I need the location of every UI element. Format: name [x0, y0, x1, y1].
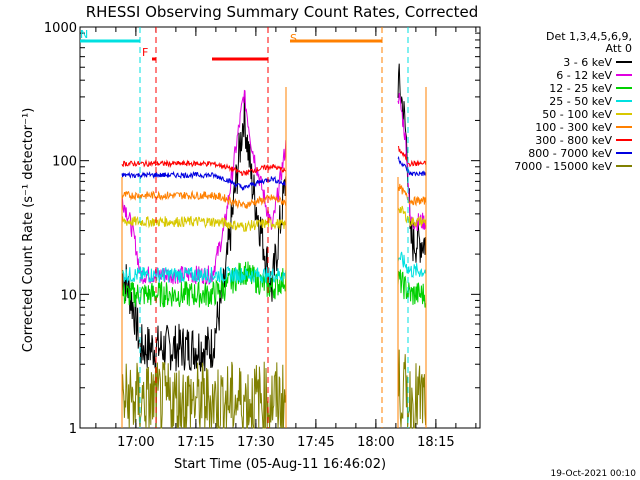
- chart-title: RHESSI Observing Summary Count Rates, Co…: [86, 3, 479, 21]
- legend-label: 100 - 300 keV: [535, 121, 612, 134]
- plot-area: 1 10 100 1000 17:00 17:15 17:30 17:45 18:00 18:15…: [44, 21, 481, 450]
- series-line: [121, 146, 427, 177]
- x-tick-label: 18:00: [357, 435, 394, 450]
- legend-label: 50 - 100 keV: [542, 108, 612, 121]
- series-line: [121, 349, 427, 429]
- y-tick-label: 100: [52, 155, 77, 170]
- legend-header: Att 0: [606, 42, 632, 55]
- legend-label: 25 - 50 keV: [549, 95, 612, 108]
- series-line: [121, 261, 427, 308]
- series-line: [121, 251, 427, 285]
- y-tick-label: 10: [60, 288, 77, 303]
- legend-label: 300 - 800 keV: [535, 134, 612, 147]
- plot-frame: [79, 26, 481, 429]
- x-tick-label: 17:30: [237, 435, 274, 450]
- flag-label: N: [80, 28, 88, 41]
- y-tick-label: 1000: [44, 21, 77, 36]
- legend-label: 800 - 7000 keV: [528, 147, 612, 160]
- series-line: [121, 155, 427, 191]
- x-tick-label: 17:00: [117, 435, 154, 450]
- series-line: [121, 183, 427, 210]
- series-line: [121, 205, 427, 232]
- flag-label: F: [142, 46, 148, 59]
- x-tick-label: 18:15: [417, 435, 454, 450]
- y-tick-label: 1: [69, 422, 77, 437]
- legend-label: 3 - 6 keV: [563, 56, 612, 69]
- legend-header: Det 1,3,4,5,6,9,: [546, 30, 632, 43]
- legend-label: 12 - 25 keV: [549, 82, 612, 95]
- legend-label: 7000 - 15000 keV: [514, 160, 612, 173]
- x-tick-label: 17:45: [297, 435, 334, 450]
- x-axis-label: Start Time (05-Aug-11 16:46:02): [174, 457, 386, 472]
- footer-timestamp: 19-Oct-2021 00:10: [551, 469, 637, 479]
- flag-label: S: [290, 32, 297, 45]
- legend-label: 6 - 12 keV: [556, 69, 612, 82]
- y-axis-label: Corrected Count Rate (s⁻¹ detector⁻¹): [21, 108, 36, 353]
- x-tick-label: 17:15: [177, 435, 214, 450]
